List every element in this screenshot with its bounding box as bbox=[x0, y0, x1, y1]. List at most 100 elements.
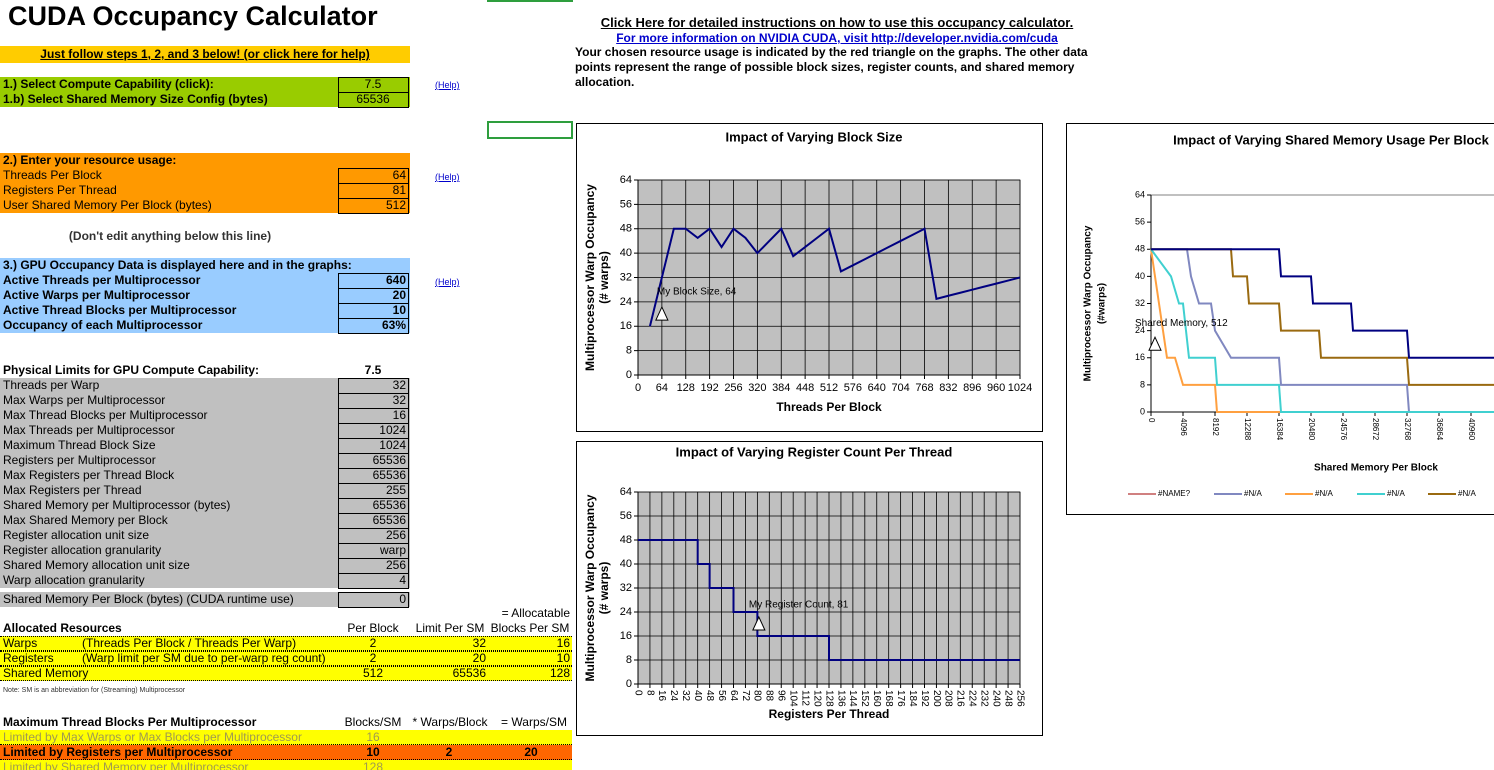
banner-link[interactable]: Just follow steps 1, 2, and 3 below! (or… bbox=[40, 47, 370, 61]
x-tick-label: 4096 bbox=[1179, 418, 1188, 436]
value-cell bbox=[338, 592, 409, 608]
x-tick-label: 200 bbox=[931, 690, 942, 707]
row-bg bbox=[0, 730, 572, 745]
y-tick-label: 8 bbox=[1140, 379, 1145, 389]
usage-marker bbox=[1148, 335, 1162, 351]
row-bg bbox=[0, 408, 410, 423]
chart-title: Impact of Varying Register Count Per Thr… bbox=[676, 444, 953, 459]
row-label: Threads Per Block bbox=[3, 168, 102, 182]
row-label: Warps bbox=[3, 636, 38, 650]
column-header: Per Block bbox=[347, 621, 399, 635]
series-line bbox=[638, 539, 1020, 661]
row-value: 65536 bbox=[372, 513, 406, 527]
row-value: 7.5 bbox=[364, 77, 382, 91]
y-tick-label: 16 bbox=[620, 320, 632, 332]
y-tick-label: 24 bbox=[620, 296, 632, 308]
x-tick-label: 8192 bbox=[1211, 418, 1220, 436]
row-label: Limited by Registers per Multiprocessor bbox=[3, 745, 233, 759]
y-tick-label: 8 bbox=[626, 345, 632, 357]
x-tick-label: 832 bbox=[939, 382, 957, 394]
row-label: Registers bbox=[3, 651, 54, 665]
x-tick-label: 72 bbox=[740, 690, 751, 702]
y-tick-label: 0 bbox=[626, 678, 632, 690]
x-tick-label: 96 bbox=[776, 690, 787, 702]
x-tick-label: 112 bbox=[799, 690, 810, 706]
row-label: Max Threads per Multiprocessor bbox=[3, 423, 175, 437]
x-tick-label: 36864 bbox=[1435, 418, 1444, 441]
y-tick-label: 40 bbox=[620, 247, 632, 259]
x-axis-label: Shared Memory Per Block bbox=[1314, 463, 1438, 474]
x-tick-label: 184 bbox=[907, 690, 918, 707]
row-bg bbox=[0, 760, 572, 770]
row-label: Max Registers per Thread bbox=[3, 483, 142, 497]
x-tick-label: 176 bbox=[895, 690, 906, 707]
row-label: Active Threads per Multiprocessor bbox=[3, 273, 201, 287]
help-link[interactable]: (Help) bbox=[435, 172, 460, 182]
row-label: User Shared Memory Per Block (bytes) bbox=[3, 198, 212, 212]
x-tick-label: 56 bbox=[716, 690, 727, 702]
y-tick-label: 48 bbox=[620, 223, 632, 235]
x-tick-label: 232 bbox=[979, 690, 990, 707]
row-bg bbox=[0, 745, 572, 760]
x-tick-label: 20480 bbox=[1307, 418, 1316, 441]
row-value: 32 bbox=[392, 393, 406, 407]
chart-title: Impact of Varying Block Size bbox=[726, 129, 903, 144]
row-bg bbox=[0, 288, 410, 303]
row-bg bbox=[0, 183, 410, 198]
row-bg bbox=[0, 303, 410, 318]
row-bg bbox=[0, 318, 410, 333]
row-value: warp bbox=[379, 543, 406, 557]
x-tick-label: 192 bbox=[919, 690, 930, 707]
y-axis-label: (#warps) bbox=[1097, 283, 1108, 324]
y-tick-label: 32 bbox=[1135, 298, 1145, 308]
x-tick-label: 16 bbox=[656, 690, 667, 702]
column-header: Blocks Per SM bbox=[490, 621, 570, 635]
blocks-per-sm: 128 bbox=[549, 666, 570, 680]
row-label: Active Warps per Multiprocessor bbox=[3, 288, 190, 302]
x-tick-label: 80 bbox=[752, 690, 763, 702]
row-value: 640 bbox=[385, 273, 406, 287]
help-link[interactable]: (Help) bbox=[435, 80, 460, 90]
row-value: 1024 bbox=[379, 423, 406, 437]
instructions-link[interactable]: Click Here for detailed instructions on … bbox=[600, 15, 1074, 30]
marker-label: Shared Memory, 512 bbox=[1135, 318, 1228, 329]
x-axis-label: Registers Per Thread bbox=[769, 707, 890, 721]
row-label: Max Registers per Thread Block bbox=[3, 468, 175, 482]
chart: Impact of Varying Block Size 0 8 16 24 32 40 48… bbox=[576, 123, 1043, 432]
row-label: Shared Memory allocation unit size bbox=[3, 558, 190, 572]
row-value: 63% bbox=[381, 318, 406, 332]
row-bg bbox=[0, 592, 410, 607]
legend-label: #N/A bbox=[1244, 489, 1262, 498]
marker-label: My Register Count, 81 bbox=[749, 600, 849, 611]
help-link[interactable]: (Help) bbox=[435, 277, 460, 287]
y-tick-label: 0 bbox=[626, 369, 632, 381]
row-value: 512 bbox=[385, 198, 406, 212]
series-line bbox=[1151, 248, 1494, 359]
column-header: Limit Per SM bbox=[415, 621, 485, 635]
row-label: Warp allocation granularity bbox=[3, 573, 145, 587]
row-label: 1.b) Select Shared Memory Size Config (b… bbox=[3, 92, 268, 106]
per-block: 512 bbox=[362, 666, 384, 680]
row-bg bbox=[0, 468, 410, 483]
y-tick-label: 56 bbox=[620, 198, 632, 210]
legend-label: #NAME? bbox=[1158, 489, 1191, 498]
y-tick-label: 40 bbox=[1135, 271, 1145, 281]
y-tick-label: 56 bbox=[620, 510, 632, 522]
x-tick-label: 896 bbox=[963, 382, 981, 394]
y-tick-label: 32 bbox=[620, 582, 632, 594]
row-bg bbox=[0, 483, 410, 498]
row-label: Registers Per Thread bbox=[3, 183, 117, 197]
x-tick-label: 128 bbox=[677, 382, 695, 394]
x-tick-label: 64 bbox=[656, 382, 668, 394]
row-label: Threads per Warp bbox=[3, 378, 100, 392]
chart-title: Impact of Varying Shared Memory Usage Pe… bbox=[1173, 132, 1489, 147]
x-tick-label: 640 bbox=[868, 382, 886, 394]
x-tick-label: 192 bbox=[700, 382, 718, 394]
chart: Impact of Varying Register Count Per Thr… bbox=[576, 441, 1043, 736]
row-value: 65536 bbox=[372, 468, 406, 482]
x-tick-label: 512 bbox=[820, 382, 838, 394]
row-label: Register allocation unit size bbox=[3, 528, 150, 542]
series-line bbox=[648, 226, 1021, 327]
column-header: Maximum Thread Blocks Per Multiprocessor bbox=[3, 715, 257, 729]
cuda-link[interactable]: For more information on NVIDIA CUDA, vis… bbox=[616, 31, 1058, 45]
